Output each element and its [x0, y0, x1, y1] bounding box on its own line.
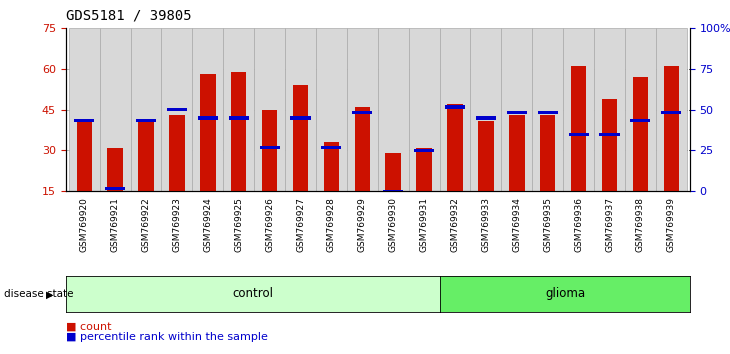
Bar	[105, 187, 125, 190]
Bar	[507, 111, 527, 114]
Bar	[138, 121, 154, 191]
Bar	[323, 142, 339, 191]
Bar	[321, 146, 342, 149]
FancyBboxPatch shape	[470, 28, 502, 191]
FancyBboxPatch shape	[347, 28, 377, 191]
Bar	[445, 105, 465, 109]
FancyBboxPatch shape	[594, 28, 625, 191]
Bar	[169, 115, 185, 191]
FancyBboxPatch shape	[285, 28, 316, 191]
Bar	[228, 116, 249, 120]
FancyBboxPatch shape	[193, 28, 223, 191]
Bar	[383, 189, 403, 193]
Bar	[664, 66, 679, 191]
FancyBboxPatch shape	[439, 28, 470, 191]
FancyBboxPatch shape	[161, 28, 193, 191]
FancyBboxPatch shape	[656, 28, 687, 191]
Bar	[260, 146, 280, 149]
Bar	[77, 121, 92, 191]
Bar	[571, 66, 586, 191]
Bar	[569, 132, 588, 136]
Text: ▶: ▶	[46, 290, 53, 300]
FancyBboxPatch shape	[409, 28, 439, 191]
Bar	[414, 149, 434, 152]
FancyBboxPatch shape	[377, 28, 409, 191]
Bar	[661, 111, 681, 114]
Bar	[416, 148, 432, 191]
FancyBboxPatch shape	[532, 28, 563, 191]
Text: control: control	[232, 287, 274, 300]
Bar	[107, 148, 123, 191]
FancyBboxPatch shape	[316, 28, 347, 191]
Bar	[633, 77, 648, 191]
Text: glioma: glioma	[545, 287, 585, 300]
FancyBboxPatch shape	[254, 28, 285, 191]
Bar	[602, 99, 618, 191]
Bar	[631, 119, 650, 122]
Bar	[291, 116, 310, 120]
Bar	[136, 119, 156, 122]
Bar	[355, 107, 370, 191]
Bar	[353, 111, 372, 114]
Bar	[538, 111, 558, 114]
Bar	[167, 108, 187, 112]
FancyBboxPatch shape	[131, 28, 161, 191]
Bar	[200, 74, 215, 191]
Bar	[262, 110, 277, 191]
FancyBboxPatch shape	[502, 28, 532, 191]
FancyBboxPatch shape	[100, 28, 131, 191]
Bar	[509, 115, 525, 191]
Bar	[293, 85, 308, 191]
FancyBboxPatch shape	[563, 28, 594, 191]
Bar	[478, 121, 493, 191]
Bar	[385, 153, 401, 191]
FancyBboxPatch shape	[625, 28, 656, 191]
FancyBboxPatch shape	[223, 28, 254, 191]
Text: ■ percentile rank within the sample: ■ percentile rank within the sample	[66, 332, 268, 342]
Bar	[476, 116, 496, 120]
FancyBboxPatch shape	[69, 28, 100, 191]
Bar	[540, 115, 556, 191]
Bar	[198, 116, 218, 120]
Bar	[447, 104, 463, 191]
Bar	[231, 72, 247, 191]
Bar	[74, 119, 94, 122]
Text: ■ count: ■ count	[66, 321, 111, 331]
Bar	[599, 132, 620, 136]
Text: GDS5181 / 39805: GDS5181 / 39805	[66, 9, 191, 23]
Text: disease state: disease state	[4, 289, 73, 299]
